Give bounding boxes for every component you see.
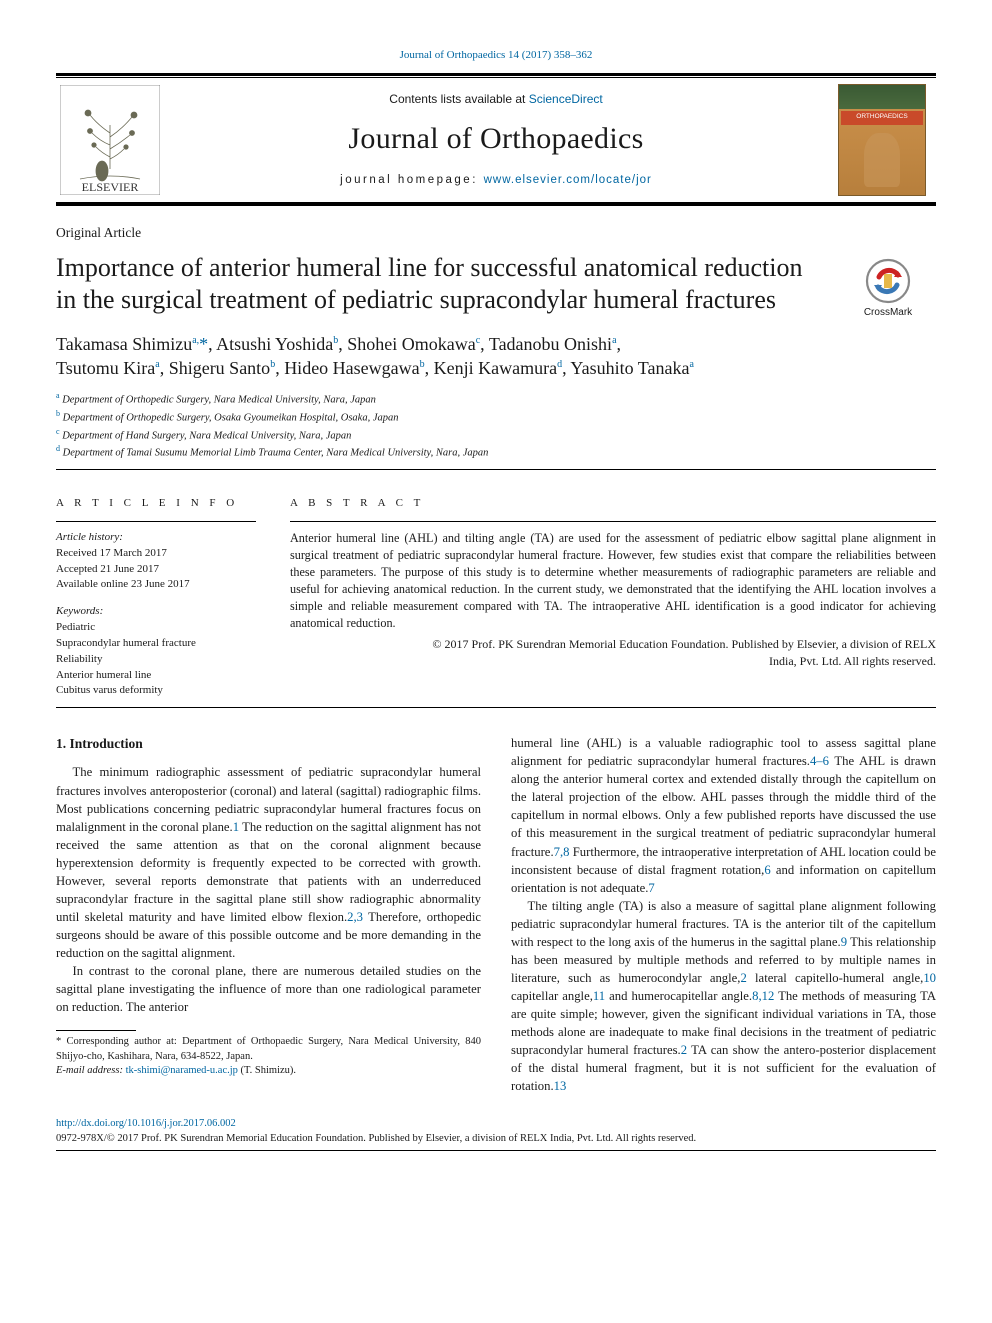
keywords-label: Keywords: (56, 604, 256, 619)
crossmark-badge[interactable]: CrossMark (840, 258, 936, 320)
issn-copyright-line: 0972-978X/© 2017 Prof. PK Surendran Memo… (56, 1132, 936, 1147)
keyword: Cubitus varus deformity (56, 683, 256, 698)
ref-link[interactable]: 11 (593, 989, 605, 1003)
history-label: Article history: (56, 530, 256, 545)
keyword: Reliability (56, 652, 256, 667)
crossmark-icon (865, 258, 911, 304)
affil-c: c Department of Hand Surgery, Nara Medic… (56, 426, 936, 444)
doi-link[interactable]: http://dx.doi.org/10.1016/j.jor.2017.06.… (56, 1118, 236, 1129)
ref-link[interactable]: 4–6 (810, 754, 829, 768)
ref-link[interactable]: 13 (554, 1079, 567, 1093)
affiliations: a Department of Orthopedic Surgery, Nara… (56, 390, 936, 461)
intro-p3: humeral line (AHL) is a valuable radiogr… (511, 734, 936, 896)
corr-email-link[interactable]: tk-shimi@naramed-u.ac.jp (126, 1065, 238, 1076)
intro-p2: In contrast to the coronal plane, there … (56, 962, 481, 1016)
ref-link[interactable]: 10 (923, 971, 936, 985)
affil-a: a Department of Orthopedic Surgery, Nara… (56, 390, 936, 408)
abstract-block: A B S T R A C T Anterior humeral line (A… (290, 496, 936, 699)
intro-p1: The minimum radiographic assessment of p… (56, 763, 481, 961)
abstract-copyright: © 2017 Prof. PK Surendran Memorial Educa… (290, 636, 936, 670)
history-online: Available online 23 June 2017 (56, 577, 256, 592)
running-citation-link[interactable]: Journal of Orthopaedics 14 (2017) 358–36… (400, 49, 593, 61)
article-info-heading: A R T I C L E I N F O (56, 496, 256, 511)
elsevier-tree-icon: ELSEVIER (60, 85, 160, 195)
rule-footer (56, 1150, 936, 1151)
contents-available-line: Contents lists available at ScienceDirec… (176, 91, 816, 107)
authors: Takamasa Shimizua,*, Atsushi Yoshidab, S… (56, 332, 936, 381)
section-heading-intro: 1. Introduction (56, 734, 481, 753)
page-footer: http://dx.doi.org/10.1016/j.jor.2017.06.… (56, 1117, 936, 1146)
article-info-block: A R T I C L E I N F O Article history: R… (56, 496, 256, 699)
rule-corr (56, 1030, 136, 1031)
rule-mast-thick (56, 203, 936, 206)
journal-homepage-link[interactable]: www.elsevier.com/locate/jor (484, 174, 652, 186)
rule-meta-bottom (56, 707, 936, 708)
journal-cover-thumb: ORTHOPAEDICS (838, 84, 926, 196)
rule-meta-top (56, 469, 936, 470)
running-citation: Journal of Orthopaedics 14 (2017) 358–36… (56, 48, 936, 63)
authors-line-1: Takamasa Shimizua,*, Atsushi Yoshidab, S… (56, 332, 936, 356)
affil-d: d Department of Tamai Susumu Memorial Li… (56, 443, 936, 461)
keyword: Anterior humeral line (56, 668, 256, 683)
rule-top-thick (56, 73, 936, 76)
journal-homepage-line: journal homepage: www.elsevier.com/locat… (176, 173, 816, 189)
elsevier-wordmark: ELSEVIER (82, 180, 139, 194)
corresponding-author: * Corresponding author at: Department of… (56, 1030, 481, 1079)
publisher-logo-box: ELSEVIER (56, 84, 164, 196)
intro-p4: The tilting angle (TA) is also a measure… (511, 897, 936, 1095)
keyword: Pediatric (56, 620, 256, 635)
keyword: Supracondylar humeral fracture (56, 636, 256, 651)
ref-link[interactable]: 7,8 (554, 845, 570, 859)
ref-link[interactable]: 2,3 (347, 910, 363, 924)
authors-line-2: Tsutomu Kiraa, Shigeru Santob, Hideo Has… (56, 356, 936, 380)
journal-cover-box: ORTHOPAEDICS (828, 84, 936, 196)
ref-link[interactable]: 8,12 (752, 989, 774, 1003)
body-columns: 1. Introduction The minimum radiographic… (56, 734, 936, 1095)
journal-cover-title: ORTHOPAEDICS (841, 111, 923, 125)
sciencedirect-link[interactable]: ScienceDirect (529, 92, 603, 106)
article-type: Original Article (56, 224, 936, 242)
crossmark-label: CrossMark (864, 306, 912, 320)
abstract-heading: A B S T R A C T (290, 496, 936, 511)
journal-name: Journal of Orthopaedics (176, 119, 816, 160)
article-title: Importance of anterior humeral line for … (56, 252, 826, 315)
masthead: ELSEVIER Contents lists available at Sci… (56, 78, 936, 202)
history-received: Received 17 March 2017 (56, 546, 256, 561)
abstract-text: Anterior humeral line (AHL) and tilting … (290, 530, 936, 632)
affil-b: b Department of Orthopedic Surgery, Osak… (56, 408, 936, 426)
history-accepted: Accepted 21 June 2017 (56, 562, 256, 577)
ref-link[interactable]: 7 (648, 881, 654, 895)
